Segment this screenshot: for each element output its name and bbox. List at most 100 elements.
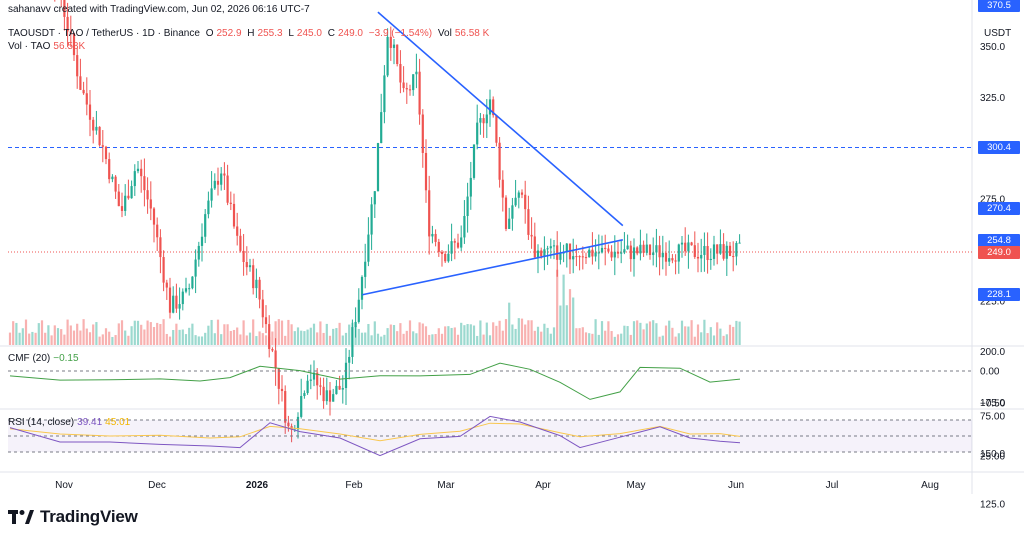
price-tick-label: 225.0 — [980, 296, 1005, 307]
volume-bar — [540, 331, 543, 345]
cmf-legend[interactable]: CMF (20) −0.15 — [8, 353, 82, 364]
candle-body — [613, 251, 616, 258]
volume-bar — [88, 332, 92, 345]
candle-body — [693, 245, 696, 257]
candle-body — [556, 245, 559, 260]
tradingview-footer[interactable]: TradingView — [8, 507, 138, 527]
volume-bar — [613, 336, 616, 345]
candle-body — [380, 112, 383, 144]
candle-body — [264, 317, 268, 325]
volume-bar — [456, 334, 460, 345]
candle-body — [645, 244, 648, 253]
volume-bar — [610, 331, 613, 345]
volume-bar — [175, 323, 178, 345]
volume-bar — [104, 328, 108, 345]
volume-bar — [159, 324, 162, 345]
cmf-tick-label: 0.00 — [980, 367, 1000, 378]
volume-bar — [277, 319, 280, 345]
candle-body — [223, 173, 226, 176]
volume-bar — [690, 320, 693, 345]
candle-body — [168, 287, 172, 313]
time-tick-label: 2026 — [246, 480, 269, 491]
candle-body — [354, 321, 357, 328]
volume-bar — [716, 322, 719, 345]
candle-body — [178, 304, 181, 309]
volume-bar — [453, 327, 456, 345]
volume-bar — [63, 334, 66, 345]
volume-bar — [658, 336, 661, 345]
candle-body — [204, 214, 207, 237]
candle-body — [572, 256, 575, 260]
volume-bar — [600, 321, 604, 345]
volume-bar — [351, 322, 354, 345]
candle-body — [623, 249, 626, 253]
volume-bar — [85, 328, 88, 345]
candle-body — [661, 252, 664, 258]
volume-bar — [444, 326, 447, 345]
rsi-legend[interactable]: RSI (14, close) 39.41 45.01 — [8, 417, 133, 428]
candle-body — [728, 245, 732, 257]
candle-body — [370, 204, 373, 235]
volume-bar — [373, 321, 376, 345]
volume-legend[interactable]: Vol · TAO 56.58K — [8, 41, 88, 52]
candle-body — [632, 247, 636, 260]
candle-body — [332, 394, 335, 402]
candle-body — [540, 250, 543, 257]
candle-body — [664, 252, 668, 262]
price-tag: 270.4 — [978, 202, 1020, 216]
candle-body — [316, 372, 319, 386]
candle-body — [338, 385, 341, 390]
candle-body — [604, 247, 607, 249]
volume-bar — [325, 323, 328, 345]
volume-bar — [693, 336, 696, 345]
candle-body — [440, 251, 444, 255]
price-tag: 370.5 — [978, 0, 1020, 12]
volume-bar — [556, 269, 559, 345]
volume-bar — [364, 332, 367, 345]
candle-body — [588, 249, 591, 258]
volume-bar — [223, 324, 226, 345]
candle-body — [357, 299, 360, 322]
time-tick-label: Mar — [437, 480, 455, 491]
candle-body — [418, 71, 421, 115]
volume-bar — [172, 329, 175, 345]
candle-body — [181, 291, 184, 305]
candle-body — [124, 195, 127, 211]
volume-bar — [92, 324, 95, 345]
volume-bar — [636, 320, 639, 345]
volume-bar — [108, 331, 111, 345]
cmf-legend-value: −0.15 — [53, 353, 79, 364]
volume-bar — [50, 335, 53, 345]
symbol-legend[interactable]: TAOUSDT · TAO / TetherUS · 1D · Binance … — [8, 28, 492, 39]
candle-body — [508, 218, 511, 229]
candle-body — [668, 258, 671, 262]
candle-body — [716, 244, 719, 254]
candle-body — [696, 256, 700, 259]
volume-bar — [28, 333, 31, 345]
candle-body — [191, 276, 194, 289]
volume-bar — [370, 335, 373, 345]
volume-bar — [376, 333, 380, 345]
volume-bar — [488, 335, 492, 345]
candle-body — [732, 256, 735, 258]
volume-bar — [101, 334, 104, 345]
candle-body — [517, 192, 520, 198]
candle-body — [658, 245, 661, 258]
volume-bar — [383, 334, 386, 345]
candle-body — [453, 241, 456, 243]
volume-bar — [56, 328, 60, 345]
candle-body — [431, 233, 434, 237]
candle-body — [655, 245, 658, 253]
candle-body — [520, 192, 524, 195]
volume-bar — [706, 333, 709, 345]
volume-bar — [386, 328, 389, 345]
candle-body — [300, 396, 303, 417]
candle-body — [639, 244, 642, 254]
candles — [54, 0, 741, 443]
volume-bar — [149, 322, 152, 345]
volume-bar — [296, 327, 300, 345]
cmf-legend-label: CMF (20) — [8, 353, 51, 364]
candle-body — [434, 233, 437, 242]
tradingview-brand: TradingView — [40, 507, 138, 526]
